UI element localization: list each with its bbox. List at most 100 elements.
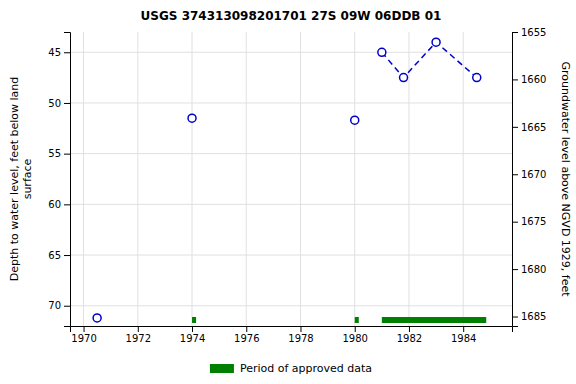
tick: 1680 bbox=[512, 264, 546, 275]
tick-label: 1980 bbox=[342, 333, 367, 344]
tick: 1974 bbox=[180, 326, 205, 344]
tick-mark bbox=[64, 154, 70, 155]
tick-label: 1670 bbox=[521, 169, 546, 180]
approved-period bbox=[192, 317, 196, 323]
tick: 45 bbox=[48, 47, 70, 58]
y-axis-title: Depth to water level, feet below landsur… bbox=[8, 77, 34, 282]
tick-mark bbox=[512, 317, 518, 318]
line bbox=[382, 42, 477, 77]
grid-line bbox=[408, 32, 409, 326]
tick: 1980 bbox=[342, 326, 367, 344]
grid-line bbox=[246, 32, 247, 326]
tick-mark bbox=[64, 103, 70, 104]
tick-label: 45 bbox=[48, 47, 61, 58]
tick: 50 bbox=[48, 98, 70, 109]
plot: 1970 1972 1974 1976 1978 1980 1982 1984 45 50 55 60… bbox=[48, 27, 546, 344]
grid bbox=[70, 32, 512, 326]
approved-period bbox=[355, 317, 359, 323]
tick-mark bbox=[64, 255, 70, 256]
tick-mark bbox=[512, 222, 518, 223]
title: USGS 374313098201701 27S 09W 06DDB 01 bbox=[141, 9, 442, 23]
tick-mark bbox=[512, 32, 518, 33]
tick-label: 1970 bbox=[71, 333, 96, 344]
grid-line bbox=[70, 255, 512, 256]
grid-line bbox=[463, 32, 464, 326]
tick: 1972 bbox=[126, 326, 151, 344]
grid-line bbox=[137, 32, 138, 326]
tick: 1970 bbox=[71, 326, 96, 344]
grid-line bbox=[192, 32, 193, 326]
tick: 1665 bbox=[512, 122, 546, 133]
grid-line bbox=[70, 153, 512, 154]
tick-label: 1976 bbox=[234, 333, 259, 344]
tick-label: 60 bbox=[48, 199, 61, 210]
tick-label: 1655 bbox=[521, 27, 546, 38]
tick-label: 1972 bbox=[126, 333, 151, 344]
tick-label: 55 bbox=[48, 148, 61, 159]
approved-period bbox=[382, 317, 486, 323]
grid-line bbox=[70, 204, 512, 205]
grid-line bbox=[83, 32, 84, 326]
tick-label: 1665 bbox=[521, 122, 546, 133]
tick-mark bbox=[300, 326, 301, 332]
y-axis-title-line: surface bbox=[21, 158, 34, 199]
x-axis: 1970 1972 1974 1976 1978 1980 1982 1984 bbox=[71, 326, 513, 344]
y-axis-title-line: Depth to water level, feet below land bbox=[8, 77, 21, 282]
point bbox=[378, 48, 386, 56]
grid-line bbox=[70, 52, 512, 53]
tick-label: 50 bbox=[48, 98, 61, 109]
tick-mark bbox=[246, 326, 247, 332]
point bbox=[93, 314, 101, 322]
legend: Period of approved data bbox=[210, 362, 372, 375]
tick: 1685 bbox=[512, 311, 546, 322]
grid-line bbox=[70, 102, 512, 103]
y2-axis: 1655 1660 1665 1670 1675 1680 1685 bbox=[512, 27, 546, 327]
axis-line bbox=[71, 327, 513, 333]
point bbox=[473, 74, 481, 82]
chart: 1970 1972 1974 1976 1978 1980 1982 1984 45 50 55 60… bbox=[0, 0, 576, 384]
tick-mark bbox=[64, 306, 70, 307]
tick: 1670 bbox=[512, 169, 546, 180]
tick: 1660 bbox=[512, 74, 546, 85]
tick: 1978 bbox=[288, 326, 313, 344]
grid-line bbox=[70, 305, 512, 306]
tick-mark bbox=[512, 269, 518, 270]
point bbox=[188, 114, 196, 122]
axis-line bbox=[64, 33, 71, 327]
tick-mark bbox=[463, 326, 464, 332]
tick: 1982 bbox=[397, 326, 422, 344]
point bbox=[351, 116, 359, 124]
tick-mark bbox=[512, 127, 518, 128]
tick-label: 1675 bbox=[521, 216, 546, 227]
tick-label: 1982 bbox=[397, 333, 422, 344]
legend-label: Period of approved data bbox=[240, 362, 372, 375]
tick: 60 bbox=[48, 199, 70, 210]
tick: 1655 bbox=[512, 27, 546, 38]
tick: 55 bbox=[48, 148, 70, 159]
tick: 1675 bbox=[512, 216, 546, 227]
point bbox=[400, 74, 408, 82]
tick-mark bbox=[64, 204, 70, 205]
legend-item: Period of approved data bbox=[210, 362, 372, 375]
grid-line bbox=[300, 32, 301, 326]
axis-line bbox=[513, 33, 519, 327]
tick-label: 1685 bbox=[521, 311, 546, 322]
tick-label: 70 bbox=[48, 300, 61, 311]
tick-mark bbox=[64, 52, 70, 53]
grid-line bbox=[354, 32, 355, 326]
tick-label: 1984 bbox=[451, 333, 476, 344]
tick-label: 65 bbox=[48, 250, 61, 261]
legend-swatch bbox=[210, 364, 234, 373]
tick-mark bbox=[409, 326, 410, 332]
tick-mark bbox=[355, 326, 356, 332]
y2-axis-title: Groundwater level above NGVD 1929, feet bbox=[559, 61, 572, 297]
point bbox=[432, 38, 440, 46]
tick-mark bbox=[512, 79, 518, 80]
tick: 65 bbox=[48, 250, 70, 261]
marks bbox=[93, 38, 486, 323]
tick: 1976 bbox=[234, 326, 259, 344]
y-axis: 45 50 55 60 65 70 bbox=[48, 33, 70, 327]
tick-mark bbox=[192, 326, 193, 332]
tick-label: 1978 bbox=[288, 333, 313, 344]
tick-label: 1974 bbox=[180, 333, 205, 344]
